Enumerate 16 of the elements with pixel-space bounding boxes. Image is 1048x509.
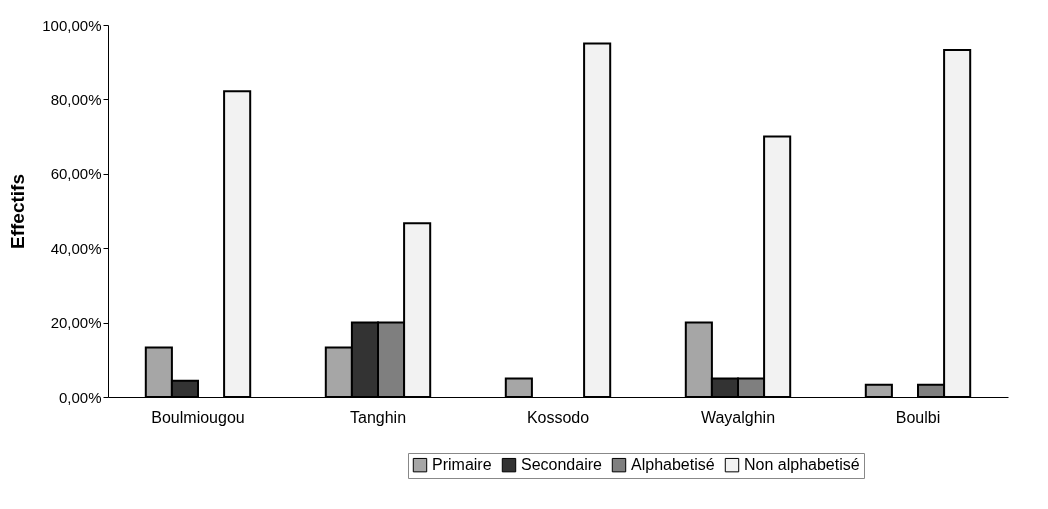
y-tick-label: 0,00% — [58, 388, 102, 406]
y-tick-label: 40,00% — [50, 239, 102, 257]
y-tick-label: 20,00% — [50, 314, 102, 332]
y-tick-label: 80,00% — [50, 90, 102, 108]
x-tick-label: Tanghin — [349, 408, 407, 426]
legend-label: Non alphabetisé — [744, 456, 860, 474]
y-tick-label: 100,00% — [42, 16, 102, 34]
x-tick-label: Wayalghin — [700, 408, 776, 426]
y-tick-label: 60,00% — [50, 165, 102, 183]
x-tick-label: Boulmiougou — [151, 408, 245, 426]
legend-label: Secondaire — [521, 456, 603, 474]
x-tick-label: Boulbi — [895, 408, 941, 426]
y-axis-title: Effectifs — [7, 174, 29, 249]
legend-label: Primaire — [432, 456, 492, 474]
x-tick-label: Kossodo — [526, 408, 590, 426]
legend-label: Alphabetisé — [631, 456, 715, 474]
